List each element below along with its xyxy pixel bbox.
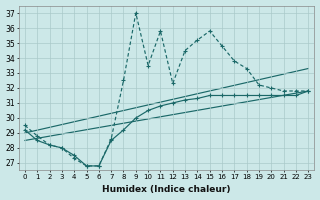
X-axis label: Humidex (Indice chaleur): Humidex (Indice chaleur) [102,185,231,194]
